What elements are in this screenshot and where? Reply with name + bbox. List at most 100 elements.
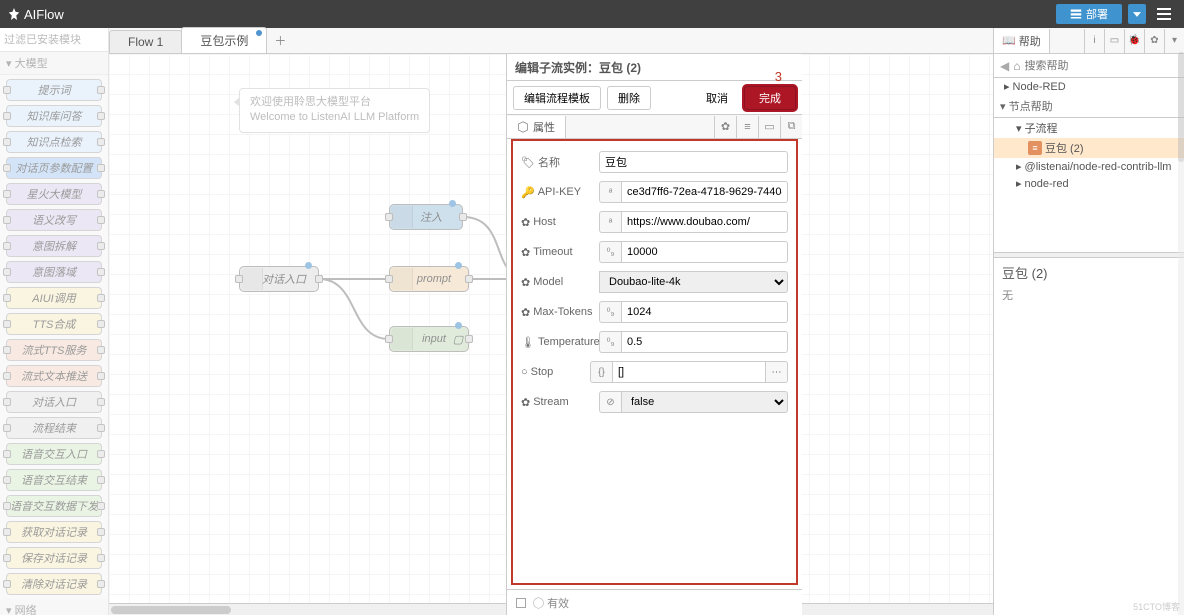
chevron-down-icon	[1133, 12, 1141, 17]
flow-node-zhuru[interactable]: 注入	[389, 204, 463, 230]
palette-node-tts[interactable]: TTS合成	[6, 313, 102, 335]
palette-node-yuyin_jg[interactable]: 语音交互结束	[6, 469, 102, 491]
sidebar-icon-config[interactable]: ✿	[1144, 29, 1164, 53]
palette-node-duihua_cfg[interactable]: 对话页参数配置	[6, 157, 102, 179]
input-name[interactable]	[599, 151, 788, 173]
palette-body: ▾ 大模型 提示词知识库问答知识点检索对话页参数配置星火大模型语义改写意图拆解意…	[0, 52, 108, 615]
palette-node-aiui[interactable]: AIUI调用	[6, 287, 102, 309]
tree-node-doubao2[interactable]: ≡ 豆包 (2)	[994, 138, 1184, 158]
tray-button-bar: 编辑流程模板 删除 取消 完成 3	[507, 81, 802, 115]
type-prefix-icon[interactable]: ⁰₉	[599, 241, 621, 263]
input-temperature[interactable]	[621, 331, 788, 353]
done-button[interactable]: 完成	[744, 86, 796, 110]
type-prefix-icon[interactable]: ⊘	[599, 391, 621, 413]
hamburger-icon	[1156, 6, 1172, 22]
flow-node-dlg_in[interactable]: 对话入口	[239, 266, 319, 292]
edit-tray: 编辑子流实例：豆包 (2) 编辑流程模板 删除 取消 完成 3 属性 ✿ ≡ ▭	[506, 54, 802, 615]
flow-node-input[interactable]: input▢	[389, 326, 469, 352]
input-stop[interactable]	[612, 361, 766, 383]
label-timeout: ✿ Timeout	[521, 246, 599, 259]
label-model: ✿ Model	[521, 276, 599, 289]
palette-category-llm[interactable]: ▾ 大模型	[0, 52, 108, 75]
edit-template-button[interactable]: 编辑流程模板	[513, 86, 601, 110]
type-prefix-icon[interactable]: ᵃ	[599, 211, 621, 233]
type-prefix-icon[interactable]: {}	[590, 361, 612, 383]
sidebar-home-button[interactable]: ⌂	[1013, 59, 1020, 73]
tray-icon-list[interactable]: ≡	[736, 116, 758, 138]
type-prefix-icon[interactable]: ⁰₉	[599, 331, 621, 353]
label-stop: ○ Stop	[521, 366, 590, 378]
tray-icon-book[interactable]: ▭	[758, 116, 780, 138]
input-apikey[interactable]	[621, 181, 788, 203]
palette-search	[0, 28, 108, 52]
palette-node-liucheng_js[interactable]: 流程结束	[6, 417, 102, 439]
palette-node-huoqu[interactable]: 获取对话记录	[6, 521, 102, 543]
tree-node-nodered[interactable]: ▸ Node-RED	[994, 78, 1184, 95]
json-expand-button[interactable]: ⋯	[766, 361, 788, 383]
flow-tabs: Flow 1 豆包示例 ＋	[109, 28, 993, 54]
tab-add-button[interactable]: ＋	[266, 28, 294, 53]
tab-flow1[interactable]: Flow 1	[109, 30, 182, 53]
palette-node-qingchu[interactable]: 清除对话记录	[6, 573, 102, 595]
input-timeout[interactable]	[621, 241, 788, 263]
tray-tabs: 属性 ✿ ≡ ▭ ⧉	[507, 115, 802, 139]
flow-node-prompt[interactable]: prompt	[389, 266, 469, 292]
tree-node-subflow[interactable]: ▾ 子流程	[994, 118, 1184, 138]
tab-doubao-example[interactable]: 豆包示例	[181, 27, 267, 53]
palette-node-yitu_jx[interactable]: 意图拆解	[6, 235, 102, 257]
footer-icon-1[interactable]	[515, 597, 527, 609]
sidebar-icon-debug[interactable]: 🐞	[1124, 29, 1144, 53]
palette-node-zhishiku[interactable]: 知识库问答	[6, 105, 102, 127]
main-menu-button[interactable]	[1152, 2, 1176, 26]
label-temperature: 🌡 Temperature	[521, 336, 599, 349]
cancel-button[interactable]: 取消	[696, 87, 738, 109]
tray-icon-graph[interactable]: ⧉	[780, 116, 802, 138]
app-header: AIFlow 部署	[0, 0, 1184, 28]
label-stream: ✿ Stream	[521, 396, 599, 409]
sidebar-icon-info[interactable]: i	[1084, 29, 1104, 53]
palette-node-yuyin_sj[interactable]: 语音交互数据下发	[6, 495, 102, 517]
workspace: Flow 1 豆包示例 ＋ 欢迎使用聆思大模型平台Welcome to List…	[109, 28, 993, 615]
palette-node-yuyin_rk[interactable]: 语音交互入口	[6, 443, 102, 465]
watermark: 51CTO博客	[1133, 600, 1180, 613]
type-prefix-icon[interactable]: ᵃ	[599, 181, 621, 203]
type-prefix-icon[interactable]: ⁰₉	[599, 301, 621, 323]
palette-node-tishici[interactable]: 提示词	[6, 79, 102, 101]
palette-node-liushi_tts[interactable]: 流式TTS服务	[6, 339, 102, 361]
label-host: ✿ Host	[521, 216, 599, 229]
deploy-button[interactable]: 部署	[1056, 4, 1122, 24]
tray-footer: ◯ 有效	[507, 589, 802, 615]
select-model[interactable]: Doubao-lite-4k	[599, 271, 788, 293]
palette-node-duihua_rk[interactable]: 对话入口	[6, 391, 102, 413]
sidebar-back-button[interactable]: ◀	[1000, 59, 1009, 73]
tree-node-contrib[interactable]: ▸ @listenai/node-red-contrib-llm	[994, 158, 1184, 175]
tray-header: 编辑子流实例：豆包 (2)	[507, 54, 802, 81]
sidebar-icon-book[interactable]: ▭	[1104, 29, 1124, 53]
sidebar-panel: 📖 帮助 i ▭ 🐞 ✿ ▾ ◀ ⌂ ▸ Node-RED ▾ 节点帮助 ▾ 子…	[993, 28, 1184, 615]
input-host[interactable]	[621, 211, 788, 233]
sidebar-search-input[interactable]	[1024, 60, 1178, 72]
palette-node-zhishidian[interactable]: 知识点检索	[6, 131, 102, 153]
tray-tab-properties[interactable]: 属性	[507, 116, 566, 138]
palette-node-liushi_wb[interactable]: 流式文本推送	[6, 365, 102, 387]
tree-node-nodered-pkg[interactable]: ▸ node-red	[994, 175, 1184, 192]
delete-button[interactable]: 删除	[607, 86, 651, 110]
select-stream[interactable]: false	[621, 391, 788, 413]
palette-node-baocun[interactable]: 保存对话记录	[6, 547, 102, 569]
sidebar-icon-more[interactable]: ▾	[1164, 29, 1184, 53]
palette-node-xinghuo[interactable]: 星火大模型	[6, 183, 102, 205]
tray-icon-gear[interactable]: ✿	[714, 116, 736, 138]
help-preview-body: 无	[994, 287, 1184, 303]
label-maxtokens: ✿ Max-Tokens	[521, 306, 599, 319]
label-apikey: 🔑 API-KEY	[521, 186, 599, 199]
tree-section-nodehelp: ▾ 节点帮助	[994, 95, 1184, 118]
input-maxtokens[interactable]	[621, 301, 788, 323]
enabled-toggle[interactable]: ◯ 有效	[533, 595, 569, 611]
palette-node-yuyi[interactable]: 语义改写	[6, 209, 102, 231]
deploy-dropdown[interactable]	[1128, 4, 1146, 24]
sidebar-search: ◀ ⌂	[994, 54, 1184, 78]
palette-category-net[interactable]: ▾ 网络	[0, 599, 108, 615]
palette-node-yitu_lh[interactable]: 意图落域	[6, 261, 102, 283]
sidebar-tab-help[interactable]: 📖 帮助	[994, 29, 1050, 53]
palette-scrollbar[interactable]	[1178, 52, 1184, 615]
